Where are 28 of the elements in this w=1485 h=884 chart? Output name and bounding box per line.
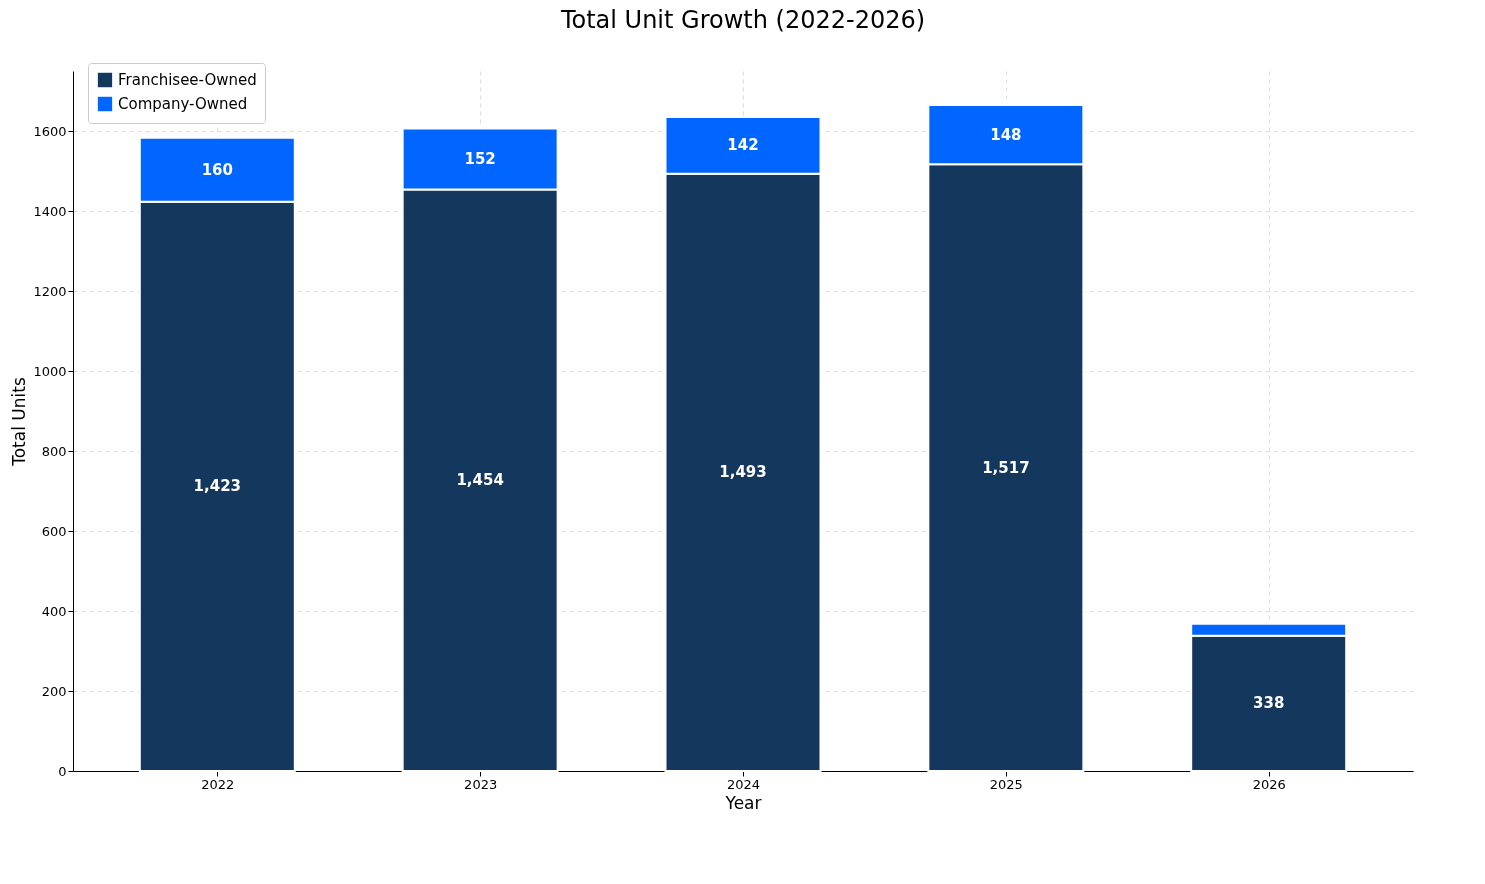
legend-label: Company-Owned <box>118 95 248 113</box>
x-tick-label: 2025 <box>989 776 1023 792</box>
y-tick-label: 1400 <box>33 203 67 219</box>
data-label: 142 <box>727 136 759 155</box>
y-tick-label: 800 <box>41 443 67 459</box>
data-label: 338 <box>1253 694 1285 713</box>
y-tick-label: 1200 <box>33 283 67 299</box>
data-label: 1,493 <box>719 463 767 482</box>
data-label: 160 <box>201 160 233 179</box>
y-tick-label: 200 <box>41 683 67 699</box>
y-tick-label: 0 <box>58 763 67 779</box>
y-tick-label: 400 <box>41 603 67 619</box>
y-tick-label: 1000 <box>33 363 67 379</box>
x-tick-label: 2026 <box>1252 776 1286 792</box>
data-label: 152 <box>464 150 496 168</box>
data-label: 1,517 <box>982 458 1030 477</box>
chart-title: Total Unit Growth (2022-2026) <box>559 5 926 34</box>
data-label: 148 <box>990 125 1022 144</box>
data-label: 1,454 <box>456 471 504 490</box>
x-tick-label: 2024 <box>726 776 761 792</box>
x-axis-title: Year <box>724 792 762 813</box>
x-tick-label: 2022 <box>201 776 235 792</box>
x-tick-label: 2023 <box>464 776 498 792</box>
data-label: 1,423 <box>193 477 242 496</box>
y-tick-label: 1600 <box>33 123 67 139</box>
y-axis-title: Total Units <box>9 377 30 467</box>
legend-label: Franchisee-Owned <box>118 71 257 89</box>
y-tick-label: 600 <box>41 523 67 539</box>
